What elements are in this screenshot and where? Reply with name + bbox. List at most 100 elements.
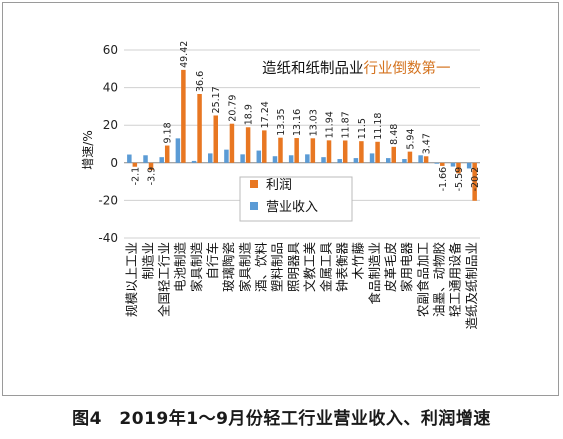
bar-profit [294,138,299,163]
data-label: -1.66 [438,167,449,192]
data-label: -20.2 [470,167,481,192]
bar-revenue [337,159,342,163]
data-label: 13.35 [276,108,287,135]
category-label: 电池制造 [173,242,188,293]
category-label: 轻工通用设备 [448,242,463,318]
bar-profit [326,140,332,163]
annotation: 造纸和纸制品业行业倒数第一 [262,59,451,77]
bar-profit [342,140,348,163]
y-tick-label: -20 [98,193,118,207]
category-label: 规模以上工业 [124,242,139,317]
data-labels: -2.1 -3.9 9.18 49.42 36.6 25.17 20.79 18.9 17.24… [130,41,481,192]
data-label: 36.6 [195,71,206,92]
bar-revenue [288,155,294,163]
annotation-part2: 行业倒数第一 [364,59,451,77]
data-label: 11.94 [325,111,336,138]
data-label: 49.42 [179,41,190,68]
data-label: 11.18 [373,113,384,140]
data-label: 11.5 [357,118,368,139]
category-label: 玻璃陶瓷 [221,242,236,292]
bar-revenue [143,155,148,163]
bar-profit [181,69,186,163]
bar-profit [262,130,267,163]
bar-profit [278,137,283,163]
legend-box [239,176,353,222]
bar-profit [359,141,364,163]
bar-profit [213,115,218,163]
category-label: 全国轻工行业 [156,242,171,317]
category-label: 造纸及纸制品业 [464,242,479,330]
bar-profit [197,93,202,163]
bar-revenue [159,157,164,163]
bar-revenue [240,154,245,163]
bar-revenue [175,138,181,163]
category-label: 木竹藤 [351,242,366,280]
bar-profit [472,162,477,201]
bar-profit [375,141,380,163]
data-label: 17.24 [260,101,271,128]
data-label: -3.9 [147,167,158,186]
bar-profit [245,127,251,163]
data-label: 18.9 [244,104,255,125]
category-labels: 规模以上工业 制造业 全国轻工行业 电池制造 家具制造 自行车 玻璃陶瓷 家具制造 酒、饮料 塑料… [124,242,479,330]
data-label: 9.18 [163,122,174,143]
category-label: 家具制造 [189,242,204,293]
category-label: 自行车 [205,242,220,280]
y-tick-label: -40 [98,231,118,245]
bar-revenue [127,154,132,163]
figure-caption: 图4 2019年1～9月份轻工行业营业收入、利润增速 [72,409,491,429]
category-label: 金属工具 [318,242,333,293]
bar-profit [423,156,429,163]
legend-swatch [250,180,258,188]
data-label: -2.1 [130,167,141,186]
bar-revenue [305,154,310,163]
category-label: 皮革毛皮 [383,242,398,292]
bar-revenue [321,157,326,163]
bar-profit [148,162,154,171]
y-tick-label: 60 [103,43,118,57]
bar-revenue [208,153,213,163]
bar-profit [164,145,170,163]
bar-revenue [369,153,375,163]
data-label: 20.79 [227,95,238,122]
legend-swatch [250,202,258,210]
y-tick-label: 40 [103,81,118,95]
data-label: 25.17 [211,86,222,113]
legend-label: 营业收入 [266,200,318,215]
bar-revenue [434,162,440,164]
category-label: 家用电器 [399,242,414,293]
bar-revenue [353,158,359,163]
bar-revenue [272,156,278,163]
bar-profit [310,138,316,163]
category-label: 制造业 [140,242,155,280]
category-label: 家具制造 [237,242,252,293]
category-label: 塑料制品 [270,242,285,292]
bar-revenue [450,162,456,167]
data-label: 13.16 [292,109,303,136]
bar-profit [440,162,445,166]
category-label: 农副食品加工 [415,242,430,317]
bars [127,69,477,201]
data-label: -5.59 [454,167,465,192]
bar-revenue [256,150,262,163]
y-tick-label: 0 [110,156,118,170]
annotation-part1: 造纸和纸制品业 [262,60,364,77]
bar-revenue [386,158,391,163]
data-label: 3.47 [422,133,433,154]
data-label: 11.87 [341,111,352,138]
category-label: 油墨、动物胶 [432,242,447,317]
data-label: 8.48 [389,124,400,145]
category-label: 照明器具 [286,242,301,293]
bar-profit [391,146,396,163]
chart-frame [2,2,559,396]
bar-revenue [466,162,472,169]
data-label: 13.03 [308,109,319,136]
bar-revenue [224,149,229,163]
bar-profit [407,151,413,163]
y-axis-label: 增速/% [81,130,95,169]
category-label: 酒、饮料 [254,242,269,293]
category-label: 食品制造业 [367,242,382,305]
bar-profit [132,162,138,167]
